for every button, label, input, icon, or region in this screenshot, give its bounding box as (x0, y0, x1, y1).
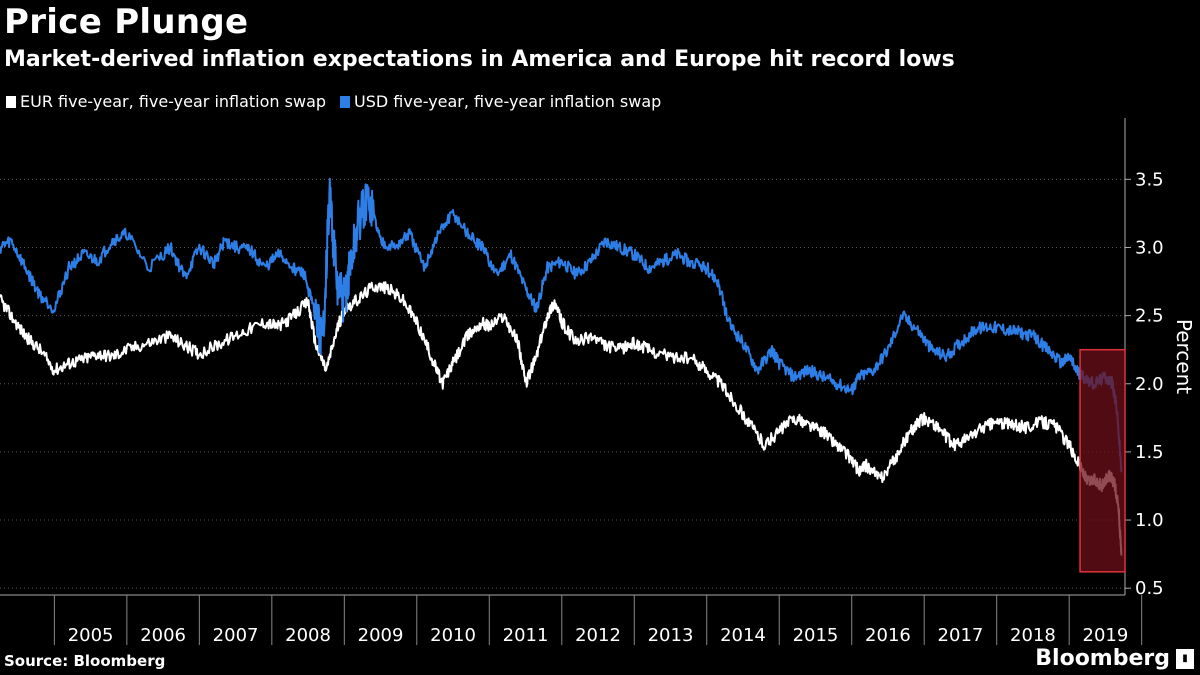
y-axis-label: Percent (1172, 319, 1196, 394)
x-tick-label: 2018 (1010, 625, 1056, 646)
x-tick-label: 2014 (720, 625, 766, 646)
legend-label-usd: USD five-year, five-year inflation swap (354, 92, 662, 111)
legend-label-eur: EUR five-year, five-year inflation swap (20, 92, 327, 111)
brand-logo-text: Bloomberg (1035, 646, 1170, 671)
x-tick-label: 2008 (285, 625, 331, 646)
x-tick-label: 2007 (213, 625, 259, 646)
x-tick-label: 2005 (68, 625, 114, 646)
x-tick-label: 2011 (503, 625, 549, 646)
x-tick-label: 2017 (938, 625, 984, 646)
x-tick-label: 2015 (793, 625, 839, 646)
series-line-usd (0, 177, 1123, 473)
y-tick-label: 2.5 (1135, 306, 1164, 327)
chart-subtitle: Market-derived inflation expectations in… (4, 47, 955, 72)
y-tick-label: 3.0 (1135, 237, 1164, 258)
legend: EUR five-year, five-year inflation swap … (6, 92, 661, 111)
brand-badge-icon: ▮ (1176, 649, 1194, 669)
highlight-box (1079, 348, 1126, 573)
y-tick-label: 2.0 (1135, 374, 1164, 395)
source-note: Source: Bloomberg (4, 652, 166, 670)
series-line-eur (0, 281, 1123, 556)
x-tick-label: 2006 (140, 625, 186, 646)
legend-swatch-usd (340, 95, 351, 108)
x-tick-label: 2013 (648, 625, 694, 646)
legend-item-eur: EUR five-year, five-year inflation swap (6, 92, 326, 111)
x-tick-label: 2012 (575, 625, 621, 646)
chart-title: Price Plunge (4, 2, 249, 42)
x-tick-label: 2010 (430, 625, 476, 646)
y-tick-label: 1.5 (1135, 442, 1164, 463)
x-tick-label: 2016 (865, 625, 911, 646)
x-tick-label: 2009 (358, 625, 404, 646)
y-tick-label: 3.5 (1135, 169, 1164, 190)
y-tick-label: 1.0 (1135, 510, 1164, 531)
y-tick-label: 0.5 (1135, 578, 1164, 599)
legend-swatch-eur (6, 95, 16, 108)
x-tick-label: 2019 (1083, 625, 1129, 646)
legend-item-usd: USD five-year, five-year inflation swap (340, 92, 661, 111)
